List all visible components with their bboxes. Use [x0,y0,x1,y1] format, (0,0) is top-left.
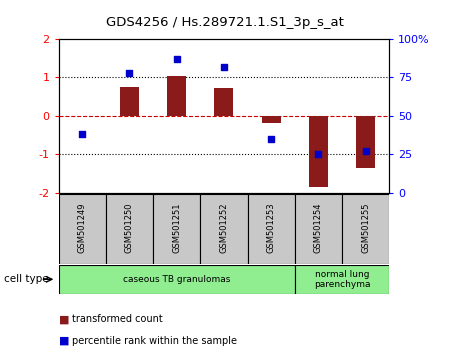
Text: ■: ■ [58,314,69,324]
Bar [295,265,389,294]
Text: caseous TB granulomas: caseous TB granulomas [123,275,230,284]
Bar [153,194,200,264]
Bar [58,194,106,264]
Text: transformed count: transformed count [72,314,163,324]
Point [126,70,133,76]
Text: GSM501251: GSM501251 [172,202,181,252]
Bar [106,194,153,264]
Text: GSM501250: GSM501250 [125,202,134,252]
Text: GSM501255: GSM501255 [361,202,370,252]
Text: ■: ■ [58,336,69,346]
Point [173,56,180,62]
Text: GSM501254: GSM501254 [314,202,323,252]
Bar [295,194,342,264]
Bar [261,116,281,123]
Bar [356,116,375,168]
Point [78,132,86,137]
Text: GSM501253: GSM501253 [266,202,275,253]
Bar [167,75,186,116]
Text: percentile rank within the sample: percentile rank within the sample [72,336,237,346]
Bar [200,194,248,264]
Bar [214,88,233,116]
Bar [342,194,389,264]
Text: cell type: cell type [4,274,49,284]
Point [267,136,274,142]
Bar [248,194,295,264]
Text: GDS4256 / Hs.289721.1.S1_3p_s_at: GDS4256 / Hs.289721.1.S1_3p_s_at [106,16,344,29]
Text: GSM501252: GSM501252 [220,202,228,252]
Bar [309,116,328,187]
Bar [58,265,295,294]
Bar [120,87,139,116]
Text: normal lung
parenchyma: normal lung parenchyma [314,270,370,289]
Point [362,149,369,154]
Text: GSM501249: GSM501249 [77,202,86,252]
Point [220,64,227,69]
Point [315,152,322,157]
